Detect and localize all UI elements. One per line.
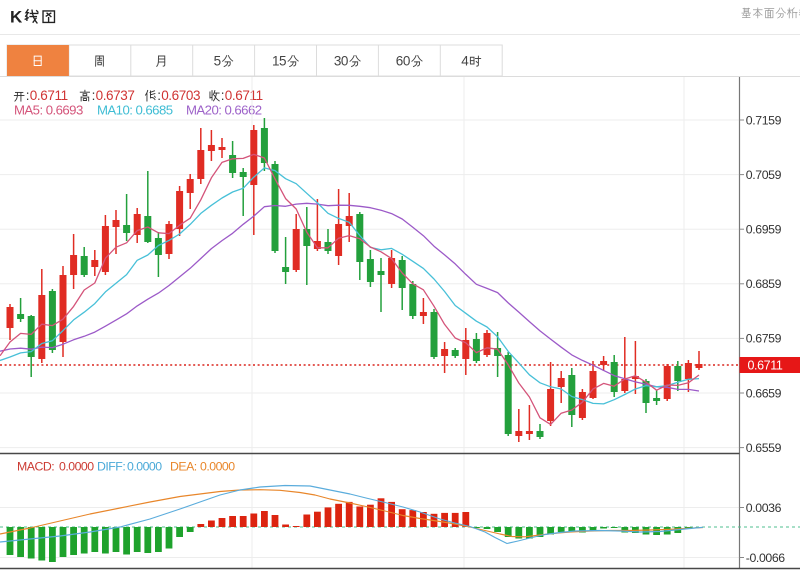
svg-text:60: 60 [396,54,410,69]
svg-text::: : [26,88,29,103]
svg-text:0.6759: 0.6759 [746,332,782,346]
svg-text:-0.0066: -0.0066 [746,551,785,565]
svg-text::: : [92,88,95,103]
svg-text:MA5: 0.6693: MA5: 0.6693 [14,103,83,118]
svg-text:30: 30 [334,54,348,69]
svg-text:0.0000: 0.0000 [127,460,162,474]
svg-text:K: K [10,8,23,27]
svg-text:DIFF:: DIFF: [97,460,125,474]
svg-text:MACD:: MACD: [17,460,54,474]
svg-text:0.6859: 0.6859 [746,277,782,291]
svg-text:0.6711: 0.6711 [225,88,263,103]
svg-text:0.0000: 0.0000 [200,460,235,474]
svg-text:15: 15 [272,54,286,69]
svg-text::: : [221,88,224,103]
svg-text:0.6703: 0.6703 [161,88,200,103]
svg-text:0.6659: 0.6659 [746,386,782,400]
svg-text:0.7059: 0.7059 [746,168,782,182]
svg-text:0.0000: 0.0000 [59,460,94,474]
svg-text:0.6959: 0.6959 [746,223,782,237]
svg-text:0.6737: 0.6737 [96,88,135,103]
svg-text:MA10: 0.6685: MA10: 0.6685 [97,103,173,118]
svg-text:MA20: 0.6662: MA20: 0.6662 [186,103,262,118]
svg-text:0.6559: 0.6559 [746,441,782,455]
svg-text:0.6711: 0.6711 [748,359,783,373]
svg-text:0.0036: 0.0036 [746,501,782,515]
svg-text:DEA:: DEA: [170,460,197,474]
svg-text:0.6711: 0.6711 [30,88,68,103]
svg-text::: : [157,88,160,103]
svg-text:4: 4 [461,54,469,69]
svg-text:0.7159: 0.7159 [746,113,782,127]
svg-text:5: 5 [214,54,221,69]
